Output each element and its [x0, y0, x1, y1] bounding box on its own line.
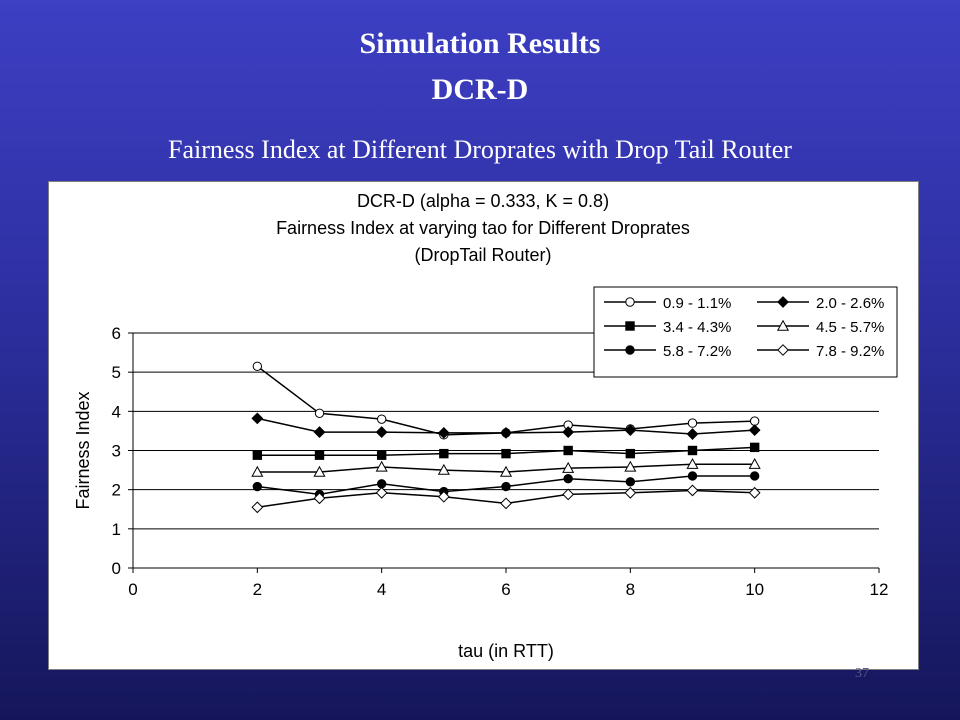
data-point — [314, 450, 325, 460]
data-point — [376, 479, 387, 489]
legend-label: 2.0 - 2.6% — [816, 295, 884, 312]
legend-box — [593, 286, 898, 378]
data-point — [687, 445, 698, 456]
x-tick-label: 12 — [870, 580, 889, 599]
data-point — [562, 426, 575, 438]
data-point — [313, 465, 326, 477]
legend-item: 3.4 - 4.3% — [604, 319, 731, 336]
data-point — [375, 486, 388, 499]
data-point — [625, 448, 636, 459]
data-point — [687, 418, 698, 428]
data-point — [313, 492, 326, 505]
legend-marker — [625, 345, 635, 355]
data-point — [252, 481, 263, 492]
series-6 — [251, 484, 761, 514]
y-tick-label: 0 — [112, 559, 121, 578]
data-point — [749, 471, 760, 481]
data-point — [439, 448, 449, 459]
legend: 0.9 - 1.1% 2.0 - 2.6% 3.4 - 4.3% 4.5 - 5.7%… — [593, 286, 898, 378]
data-point — [687, 471, 698, 481]
y-tick-label: 3 — [112, 442, 121, 461]
data-point — [749, 416, 760, 426]
data-point — [625, 477, 636, 487]
data-point — [748, 457, 761, 469]
x-tick-label: 8 — [626, 580, 635, 599]
chart-title-line: (DropTail Router) — [414, 245, 551, 265]
legend-item: 2.0 - 2.6% — [757, 295, 884, 312]
legend-marker — [776, 319, 790, 331]
legend-item: 0.9 - 1.1% — [604, 295, 731, 312]
y-tick-label: 5 — [112, 363, 121, 382]
data-point — [749, 442, 760, 453]
legend-item: 7.8 - 9.2% — [757, 343, 884, 360]
slide-title: Simulation Results — [359, 27, 601, 60]
data-point — [501, 448, 511, 459]
y-tick-label: 4 — [112, 402, 121, 421]
legend-label: 4.5 - 5.7% — [816, 319, 884, 336]
legend-label: 5.8 - 7.2% — [663, 343, 731, 360]
y-tick-label: 1 — [112, 520, 121, 539]
data-point — [314, 408, 325, 418]
data-point — [251, 501, 264, 514]
data-point — [501, 481, 511, 492]
fairness-line-chart: DCR-D (alpha = 0.333, K = 0.8) Fairness I… — [73, 191, 898, 661]
data-point — [375, 460, 388, 472]
data-point — [562, 488, 575, 501]
legend-label: 7.8 - 9.2% — [816, 343, 884, 360]
x-tick-label: 10 — [745, 580, 764, 599]
slide-subtitle-algorithm: DCR-D — [431, 73, 529, 106]
series-4 — [251, 457, 761, 477]
data-point — [499, 465, 513, 477]
chart-container: DCR-D (alpha = 0.333, K = 0.8) Fairness I… — [48, 181, 919, 670]
data-point — [252, 361, 263, 371]
series-2 — [251, 412, 761, 440]
legend-label: 3.4 - 4.3% — [663, 319, 731, 336]
y-axis-label: Fairness Index — [73, 391, 93, 509]
legend-marker — [625, 321, 635, 331]
legend-marker — [625, 297, 635, 307]
data-point — [748, 424, 761, 437]
x-tick-label: 4 — [377, 580, 386, 599]
data-point — [686, 484, 699, 497]
legend-marker — [777, 344, 789, 356]
series-3 — [252, 442, 760, 460]
x-tick-label: 6 — [501, 580, 510, 599]
data-point — [437, 463, 450, 475]
data-point — [251, 465, 264, 477]
data-point — [562, 461, 575, 473]
y-tick-label: 2 — [112, 481, 121, 500]
legend-label: 0.9 - 1.1% — [663, 295, 731, 312]
legend-item: 4.5 - 5.7% — [757, 319, 884, 336]
data-point — [500, 497, 512, 510]
data-point — [437, 426, 450, 439]
data-point — [563, 445, 573, 456]
data-point — [500, 426, 512, 439]
data-point — [624, 460, 637, 472]
data-point — [251, 412, 264, 425]
data-point — [313, 426, 326, 438]
data-point — [624, 424, 637, 437]
data-point — [563, 474, 573, 484]
slide-caption: Fairness Index at Different Droprates wi… — [168, 135, 792, 164]
data-point — [686, 457, 699, 469]
data-point — [437, 490, 450, 503]
x-tick-label: 0 — [128, 580, 137, 599]
legend-marker — [777, 296, 789, 308]
chart-title-line: DCR-D (alpha = 0.333, K = 0.8) — [357, 191, 609, 211]
y-tick-label: 6 — [112, 324, 121, 343]
chart-title-line: Fairness Index at varying tao for Differ… — [276, 218, 690, 238]
x-axis-label: tau (in RTT) — [458, 641, 554, 661]
series-5 — [252, 471, 760, 500]
data-point — [252, 450, 263, 460]
x-tick-label: 2 — [253, 580, 262, 599]
data-point — [686, 428, 699, 440]
data-point — [376, 414, 387, 424]
data-point — [624, 486, 637, 499]
legend-item: 5.8 - 7.2% — [604, 343, 731, 360]
slide-number: 37 — [855, 667, 869, 681]
data-point — [375, 426, 388, 438]
data-point — [748, 486, 761, 499]
data-point — [376, 450, 387, 460]
